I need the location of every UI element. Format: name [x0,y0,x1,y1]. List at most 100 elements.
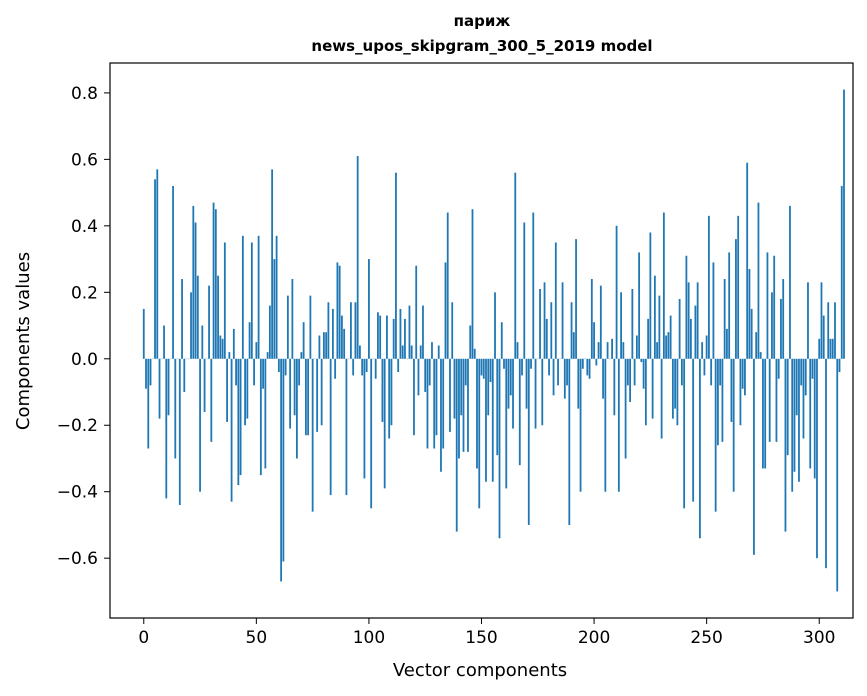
bar-93 [352,358,355,376]
bar-140 [458,358,460,459]
bar-108 [386,315,388,359]
bar-233 [667,332,670,359]
bar-1 [145,358,147,389]
bar-96 [359,345,361,359]
bar-218 [633,358,636,386]
bar-141 [460,358,463,416]
bar-73 [307,358,310,436]
bar-3 [149,358,152,386]
bar-25 [199,358,201,492]
bar-257 [721,358,724,442]
bar-151 [482,358,485,379]
bar-111 [392,318,395,359]
y-tick-label: −0.6 [57,549,98,569]
bar-154 [489,358,492,383]
bar-11 [167,358,170,416]
bar-139 [455,358,458,532]
bar-166 [516,342,519,359]
bar-188 [566,358,568,386]
bar-122 [417,358,420,396]
bar-226 [651,358,654,419]
bar-155 [491,358,494,482]
bar-18 [183,358,186,393]
y-tick-label: −0.4 [57,483,98,503]
bar-84 [332,308,334,359]
bar-109 [388,358,391,439]
bar-303 [825,358,827,569]
bar-42 [237,358,240,486]
bar-189 [568,358,571,525]
bar-281 [775,358,778,442]
bar-227 [653,275,656,359]
bar-50 [255,342,258,359]
bar-128 [431,342,433,359]
bar-79 [320,358,323,426]
bar-287 [789,205,791,359]
bar-206 [606,342,609,359]
bar-71 [302,322,305,359]
bar-146 [471,209,474,359]
bar-105 [379,315,382,359]
bar-13 [172,185,174,359]
bar-255 [717,358,719,446]
bar-215 [626,358,629,386]
bar-224 [647,318,650,359]
bar-16 [178,358,181,506]
bar-70 [300,352,303,359]
bar-256 [719,358,722,386]
bar-116 [404,318,406,359]
bar-49 [253,358,255,386]
bar-243 [689,318,692,359]
y-tick-label: −0.2 [57,416,98,436]
bar-219 [635,335,638,359]
bar-276 [764,358,767,469]
bar-285 [784,358,787,532]
bar-194 [579,358,582,492]
y-tick-label: 0.8 [71,84,98,104]
bar-41 [235,358,237,386]
bar-120 [413,358,415,436]
y-axis-label: Components values [13,252,34,430]
bar-203 [599,285,602,359]
bar-246 [696,282,699,359]
bar-291 [798,358,800,482]
bar-64 [286,295,289,359]
bar-198 [588,358,591,379]
bar-306 [831,338,834,359]
bar-90 [345,358,348,496]
bar-176 [539,288,541,359]
bar-75 [311,358,314,512]
bar-253 [712,262,715,359]
bar-60 [277,358,280,373]
bar-177 [541,358,544,426]
bar-293 [802,358,805,439]
bar-275 [762,358,764,469]
bar-302 [822,315,825,359]
bar-296 [809,358,812,469]
bar-309 [838,358,841,373]
chart-title: париж [454,12,511,30]
bar-222 [642,358,645,389]
bar-24 [196,275,199,359]
bar-38 [228,352,231,359]
bar-201 [595,358,598,366]
bar-229 [658,295,661,359]
bar-171 [527,358,530,525]
bar-204 [602,358,604,399]
y-tick-label: 0.4 [71,217,98,237]
bar-192 [575,239,577,359]
bar-103 [374,358,377,379]
bar-69 [298,358,301,386]
bar-168 [521,358,523,376]
bar-298 [813,358,816,479]
bar-195 [581,358,584,369]
bar-270 [750,308,753,359]
bar-299 [816,358,818,559]
bar-282 [777,358,780,379]
bar-221 [640,358,643,363]
bar-148 [476,358,478,469]
bar-31 [212,202,215,359]
bar-213 [622,342,625,359]
bar-294 [804,358,807,396]
bar-179 [545,318,548,359]
